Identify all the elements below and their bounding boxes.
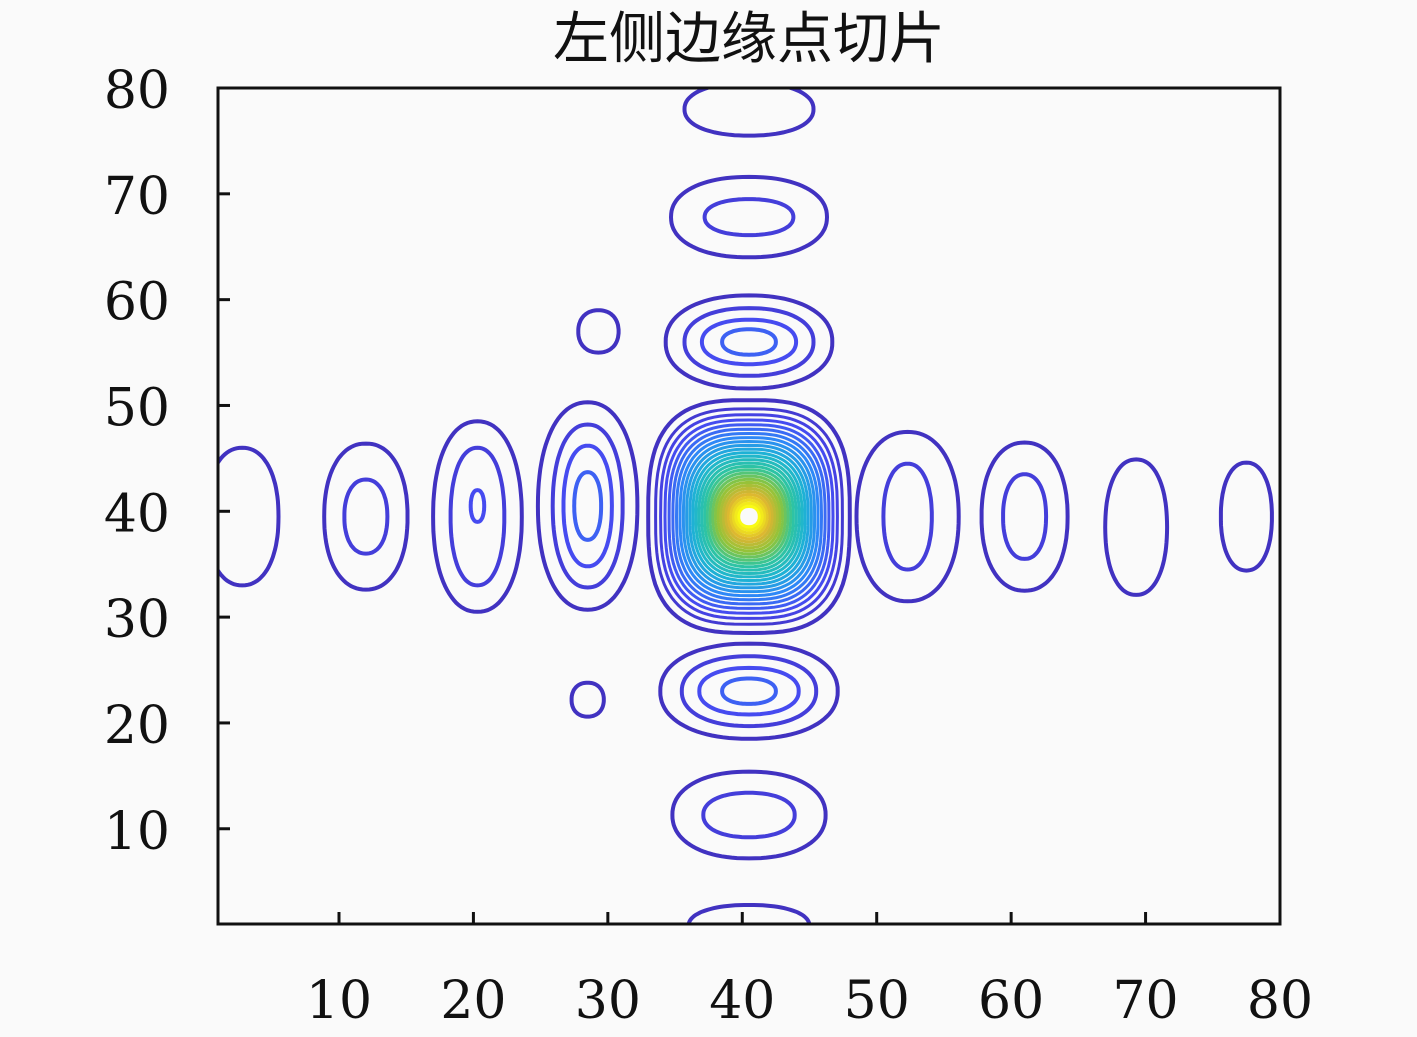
peak-contour-ring-12 [694,454,804,579]
peak-contour-ring-20 [716,480,782,553]
contour-line-16 [576,308,621,355]
y-tick-label-80: 80 [104,61,170,121]
axis-ticks-group: 10 20 30 40 50 60 70 80 10 20 30 40 50 60 70 80 [104,61,1313,1031]
contour-line-27 [572,470,604,542]
peak-contour-ring-11 [691,451,807,583]
contour-line-24 [535,400,640,612]
contour-line-31 [1001,472,1049,561]
chart-title: 左侧边缘点切片 [553,7,945,72]
contour-line-30 [979,440,1070,593]
peak-contour-ring-23 [724,490,774,544]
x-tick-label-30: 30 [575,971,641,1031]
y-tick-label-50: 50 [104,378,170,438]
contour-line-8 [720,327,778,357]
contour-line-12 [720,676,778,706]
contour-line-9 [658,641,840,741]
peak-contour-ring-18 [711,474,787,559]
peak-contour-ring-13 [697,458,801,576]
x-tick-label-50: 50 [844,971,910,1031]
peak-contour-ring-25 [729,495,769,538]
contour-line-11 [697,665,801,717]
contour-line-0 [646,398,852,636]
y-tick-label-40: 40 [104,484,170,544]
peak-contour-ring-24 [726,492,772,541]
y-tick-label-60: 60 [104,273,170,333]
peak-contour-ring-4 [667,423,831,610]
contour-line-14 [701,790,797,840]
y-tick-label-20: 20 [104,696,170,756]
contour-line-2 [682,88,816,138]
contour-line-29 [881,461,934,572]
contour-line-18 [218,445,281,588]
peak-contour-ring-8 [681,439,817,594]
x-tick-label-20: 20 [440,971,506,1031]
peak-contour-ring-17 [708,471,790,562]
contour-line-23 [468,488,487,524]
peak-contour-ring-16 [705,468,793,565]
peak-contour-ring-9 [685,443,813,590]
peak-contour-ring-3 [663,418,835,615]
peak-contour-ring-27 [734,501,764,532]
contour-lines-group [218,88,1274,924]
contour-line-1 [736,504,762,530]
peak-contour-ring-21 [719,484,779,550]
peak-contour-ring-15 [703,464,795,569]
peak-contour-ring-22 [721,487,777,547]
contour-line-32 [1103,457,1170,597]
contour-line-25 [550,422,625,590]
contour-line-33 [1218,460,1274,573]
contour-line-3 [668,174,830,260]
peak-contour-ring-2 [659,413,839,620]
contour-line-20 [342,477,390,556]
contour-line-5 [663,293,835,391]
contour-line-28 [854,429,961,604]
contour-line-7 [699,317,799,367]
contour-line-26 [561,443,614,569]
x-tick-label-60: 60 [978,971,1044,1031]
peak-contour-ring-10 [688,447,810,586]
peak-contour-ring-1 [654,407,844,626]
x-tick-label-10: 10 [306,971,372,1031]
contour-line-19 [322,441,410,592]
peak-contour-ring-7 [678,436,820,598]
peak-contour-ring-26 [731,498,767,535]
contour-line-10 [679,654,819,729]
x-tick-label-70: 70 [1112,971,1178,1031]
contour-line-21 [431,419,524,614]
y-tick-label-30: 30 [104,590,170,650]
contour-line-17 [569,680,606,719]
peak-contour-ring-14 [700,461,798,572]
y-tick-label-70: 70 [104,167,170,227]
contour-line-13 [670,769,828,861]
x-tick-label-40: 40 [709,971,775,1031]
contour-line-15 [686,903,812,924]
y-tick-label-10: 10 [104,802,170,862]
contour-line-4 [702,197,796,238]
peak-contour-ring-19 [713,477,785,556]
contour-line-6 [682,306,816,378]
x-tick-label-80: 80 [1247,971,1313,1031]
peak-contour-ring-6 [674,431,824,602]
peak-contour-ring-5 [671,427,827,606]
plot-frame [216,86,1282,926]
contour-line-22 [448,445,507,588]
